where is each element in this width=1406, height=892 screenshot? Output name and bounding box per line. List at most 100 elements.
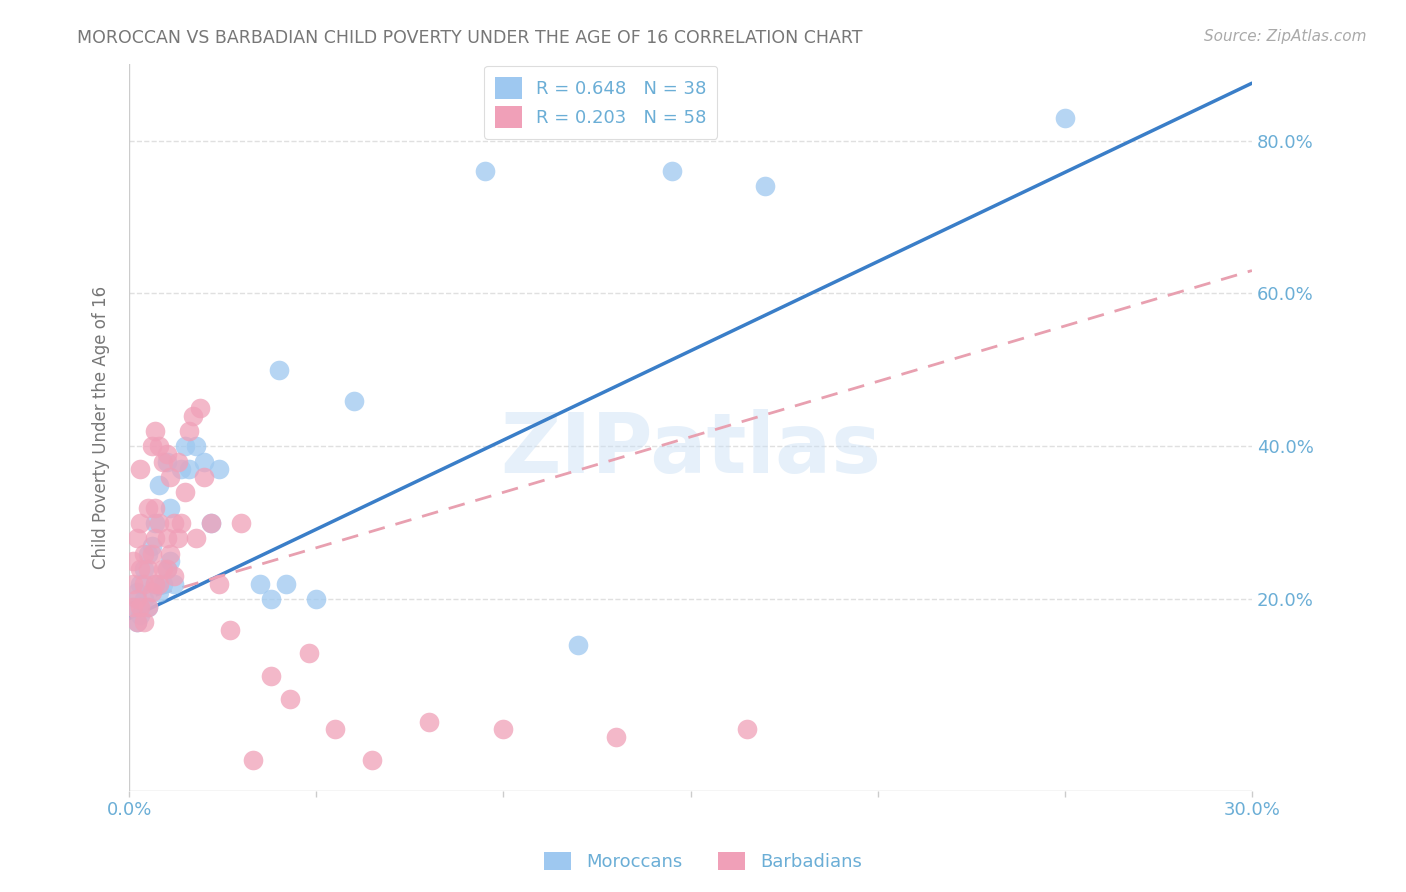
Point xyxy=(242,753,264,767)
Point xyxy=(159,554,181,568)
Point xyxy=(231,516,253,530)
Point xyxy=(155,455,177,469)
Point xyxy=(567,638,589,652)
Point xyxy=(155,562,177,576)
Point xyxy=(163,577,186,591)
Point xyxy=(143,500,166,515)
Point xyxy=(121,554,143,568)
Point xyxy=(188,401,211,416)
Point xyxy=(260,669,283,683)
Point xyxy=(418,714,440,729)
Legend: Moroccans, Barbadians: Moroccans, Barbadians xyxy=(537,845,869,879)
Point xyxy=(129,462,152,476)
Point xyxy=(141,440,163,454)
Point xyxy=(200,516,222,530)
Point xyxy=(298,646,321,660)
Text: ZIPatlas: ZIPatlas xyxy=(501,409,882,490)
Point xyxy=(152,577,174,591)
Point xyxy=(249,577,271,591)
Point xyxy=(143,577,166,591)
Point xyxy=(170,516,193,530)
Point xyxy=(143,531,166,545)
Point xyxy=(129,577,152,591)
Point xyxy=(132,592,155,607)
Point xyxy=(735,723,758,737)
Point xyxy=(129,562,152,576)
Point xyxy=(208,577,231,591)
Point xyxy=(148,577,170,591)
Point xyxy=(125,531,148,545)
Point xyxy=(305,592,328,607)
Point xyxy=(200,516,222,530)
Point xyxy=(132,562,155,576)
Point xyxy=(141,547,163,561)
Point xyxy=(174,485,197,500)
Point xyxy=(177,462,200,476)
Point xyxy=(136,600,159,615)
Point xyxy=(163,569,186,583)
Point xyxy=(148,477,170,491)
Point xyxy=(136,500,159,515)
Point xyxy=(170,462,193,476)
Point xyxy=(193,470,215,484)
Point xyxy=(159,500,181,515)
Point xyxy=(155,531,177,545)
Point xyxy=(267,363,290,377)
Point xyxy=(121,600,143,615)
Point xyxy=(155,562,177,576)
Point xyxy=(193,455,215,469)
Point xyxy=(143,424,166,438)
Point xyxy=(121,577,143,591)
Point xyxy=(136,547,159,561)
Point xyxy=(125,592,148,607)
Point xyxy=(186,440,208,454)
Point xyxy=(174,440,197,454)
Point xyxy=(492,723,515,737)
Point xyxy=(361,753,384,767)
Point xyxy=(276,577,298,591)
Legend: R = 0.648   N = 38, R = 0.203   N = 58: R = 0.648 N = 38, R = 0.203 N = 58 xyxy=(484,66,717,139)
Point xyxy=(136,562,159,576)
Point xyxy=(148,584,170,599)
Point xyxy=(129,607,152,622)
Point xyxy=(141,584,163,599)
Point xyxy=(159,547,181,561)
Point xyxy=(121,600,143,615)
Point xyxy=(132,547,155,561)
Point xyxy=(208,462,231,476)
Point xyxy=(148,440,170,454)
Point xyxy=(132,577,155,591)
Point xyxy=(177,424,200,438)
Point xyxy=(143,516,166,530)
Point xyxy=(260,592,283,607)
Point xyxy=(278,691,301,706)
Point xyxy=(166,531,188,545)
Point xyxy=(143,577,166,591)
Point xyxy=(129,516,152,530)
Point xyxy=(166,455,188,469)
Point xyxy=(219,623,242,637)
Text: MOROCCAN VS BARBADIAN CHILD POVERTY UNDER THE AGE OF 16 CORRELATION CHART: MOROCCAN VS BARBADIAN CHILD POVERTY UNDE… xyxy=(77,29,863,46)
Point xyxy=(136,600,159,615)
Text: Source: ZipAtlas.com: Source: ZipAtlas.com xyxy=(1204,29,1367,44)
Point xyxy=(148,516,170,530)
Point xyxy=(125,615,148,630)
Point xyxy=(605,730,627,744)
Point xyxy=(186,531,208,545)
Point xyxy=(343,393,366,408)
Point xyxy=(152,455,174,469)
Point xyxy=(1053,111,1076,125)
Point xyxy=(129,600,152,615)
Point xyxy=(152,562,174,576)
Point xyxy=(163,516,186,530)
Point xyxy=(125,584,148,599)
Point xyxy=(155,447,177,461)
Point xyxy=(323,723,346,737)
Point xyxy=(754,179,776,194)
Point xyxy=(132,615,155,630)
Point xyxy=(159,470,181,484)
Point xyxy=(141,539,163,553)
Point xyxy=(661,164,683,178)
Point xyxy=(125,615,148,630)
Point xyxy=(181,409,204,423)
